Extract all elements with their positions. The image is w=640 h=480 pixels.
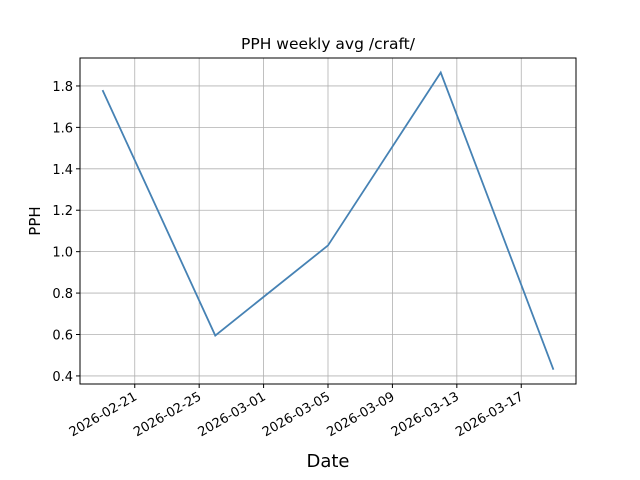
chart-title: PPH weekly avg /craft/	[241, 35, 416, 53]
x-tick-label: 2026-03-09	[324, 389, 397, 440]
data-line	[101, 70, 555, 371]
y-axis-label: PPH	[26, 206, 44, 235]
y-tick-label: 1.6	[52, 121, 73, 136]
y-tick-label: 1.0	[52, 246, 73, 261]
x-tick-label: 2026-02-25	[131, 389, 204, 440]
y-tick-label: 1.8	[52, 80, 73, 95]
x-tick-label: 2026-03-01	[196, 389, 269, 440]
y-tick-label: 1.4	[52, 163, 73, 178]
x-tick-label: 2026-02-21	[67, 389, 140, 440]
y-tick-label: 0.8	[52, 287, 73, 302]
y-tick-label: 1.2	[52, 204, 73, 219]
x-tick-label: 2026-03-13	[389, 389, 462, 440]
x-axis-label: Date	[306, 451, 349, 472]
x-tick-label: 2026-03-05	[260, 389, 333, 440]
y-tick-label: 0.4	[52, 370, 73, 385]
plot-frame	[79, 57, 577, 385]
y-tick-label: 0.6	[52, 328, 73, 343]
x-tick-label: 2026-03-17	[453, 389, 526, 440]
